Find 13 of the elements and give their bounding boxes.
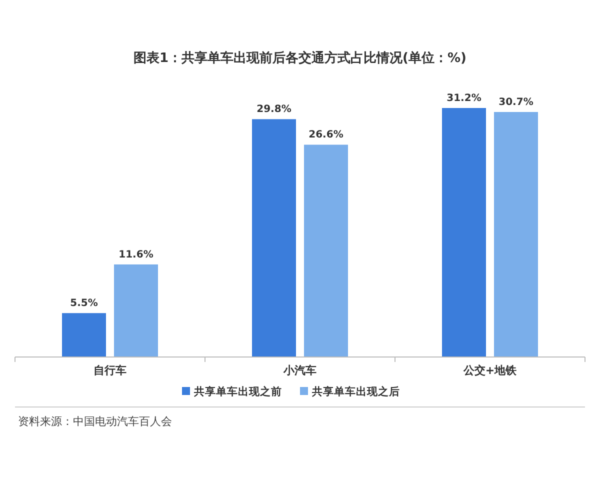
data-label: 29.8% [256,104,292,116]
data-label: 30.7% [498,96,534,108]
x-tick-label: 公交+地铁 [462,364,518,377]
legend-label: 共享单车出现之后 [311,385,400,398]
data-label: 5.5% [70,298,98,310]
x-tick-label: 自行车 [94,364,126,377]
data-label: 26.6% [308,130,344,141]
data-label: 11.6% [118,249,154,260]
legend-label: 共享单车出现之前 [193,385,282,398]
text: 资料来源：中国电动汽车百人会 [18,415,172,428]
data-label: 31.2% [446,93,482,104]
title: 图表1：共享单车出现前后各交通方式占比情况(单位：%) [134,51,466,66]
x-tick-label: 小汽车 [282,364,316,377]
